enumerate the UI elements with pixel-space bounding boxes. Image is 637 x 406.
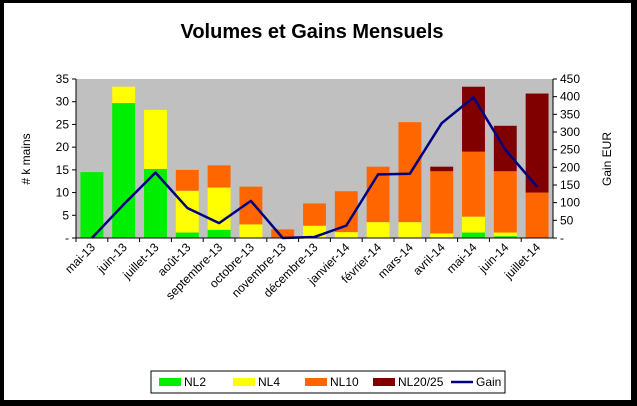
legend-swatch-nl4 xyxy=(233,378,255,386)
bar-nl10-fevrier-14 xyxy=(366,166,390,223)
bar-nl4-octobre-13 xyxy=(239,224,263,238)
y2-tick-label: 450 xyxy=(560,72,580,86)
y-tick-label: 30 xyxy=(56,95,70,109)
chart-svg: Volumes et Gains Mensuels - 5 10 15 20 25 30 35… xyxy=(19,21,614,394)
bar-nl4-mars-14 xyxy=(398,222,422,238)
bar-nl2-mai-14 xyxy=(462,232,485,238)
bar-nl10-aout-13 xyxy=(175,169,199,191)
bar-nl10-octobre-13 xyxy=(239,186,263,225)
x-tick-label-avril-14: avril-14 xyxy=(410,240,448,278)
y-tick-label: 15 xyxy=(56,163,70,177)
bar-nl2-aout-13 xyxy=(175,232,199,238)
y-tick-label: 5 xyxy=(62,208,69,222)
y2-tick-label: - xyxy=(560,231,564,245)
bar-nl2-mai-13 xyxy=(80,172,104,238)
legend-label-nl10: NL10 xyxy=(330,375,359,389)
legend-swatch-nl10 xyxy=(305,378,327,386)
bar-nl10-decembre-13 xyxy=(303,203,326,226)
y-axis-label: # k mains xyxy=(19,133,33,184)
bar-nl20-25-juillet-14 xyxy=(525,93,549,193)
bar-nl4-juillet-13 xyxy=(144,109,167,169)
bar-nl20-25-avril-14 xyxy=(430,166,454,172)
bar-nl4-avril-14 xyxy=(430,233,454,238)
chart-title: Volumes et Gains Mensuels xyxy=(180,21,443,43)
bar-nl10-mai-14 xyxy=(462,151,485,217)
legend-label-nl2: NL2 xyxy=(184,375,206,389)
legend-swatch-nl2 xyxy=(159,378,181,386)
bar-nl4-mai-14 xyxy=(462,216,485,233)
bar-nl4-juin-13 xyxy=(112,86,136,104)
bar-nl4-fevrier-14 xyxy=(366,222,390,238)
legend: NL2 NL4 NL10 NL20/25 Gain xyxy=(150,370,506,394)
y-tick-label: 25 xyxy=(56,117,70,131)
bar-nl2-juin-14 xyxy=(493,236,517,238)
x-tick-label-mai-13: mai-13 xyxy=(62,240,98,276)
bar-nl4-janvier-14 xyxy=(334,232,358,238)
y-tick-label: 10 xyxy=(56,186,70,200)
y2-tick-label: 50 xyxy=(560,213,574,227)
x-tick-label-mars-14: mars-14 xyxy=(375,240,416,281)
y2-tick-label: 400 xyxy=(560,90,580,104)
legend-label-gain: Gain xyxy=(476,375,501,389)
y2-tick-label: 350 xyxy=(560,107,580,121)
x-tick-label-mai-14: mai-14 xyxy=(444,240,480,276)
bar-nl10-novembre-13 xyxy=(271,229,295,238)
legend-label-nl20-25: NL20/25 xyxy=(398,375,444,389)
y2-tick-label: 150 xyxy=(560,178,580,192)
y2-tick-label: 100 xyxy=(560,196,580,210)
bar-nl10-juin-14 xyxy=(493,171,517,233)
bar-nl10-avril-14 xyxy=(430,171,454,234)
y-tick-label: 35 xyxy=(56,72,70,86)
y2-tick-label: 300 xyxy=(560,125,580,139)
y-tick-label: 20 xyxy=(56,140,70,154)
legend-label-nl4: NL4 xyxy=(258,375,280,389)
bar-nl4-juin-14 xyxy=(493,232,517,237)
legend-swatch-nl20-25 xyxy=(373,378,395,386)
y2-tick-label: 200 xyxy=(560,160,580,174)
bar-nl10-septembre-13 xyxy=(207,165,231,188)
bar-nl10-janvier-14 xyxy=(334,191,358,233)
bar-nl2-septembre-13 xyxy=(207,229,231,238)
legend-box xyxy=(150,370,506,394)
bar-nl2-juillet-13 xyxy=(144,168,167,238)
y2-axis-label: Gain EUR xyxy=(600,132,614,186)
bar-nl2-juin-13 xyxy=(112,103,136,238)
y2-tick-label: 250 xyxy=(560,143,580,157)
chart-frame: Volumes et Gains Mensuels - 5 10 15 20 25 30 35… xyxy=(4,3,631,400)
y-tick-label: - xyxy=(65,231,69,245)
bar-nl10-juillet-14 xyxy=(525,192,549,238)
